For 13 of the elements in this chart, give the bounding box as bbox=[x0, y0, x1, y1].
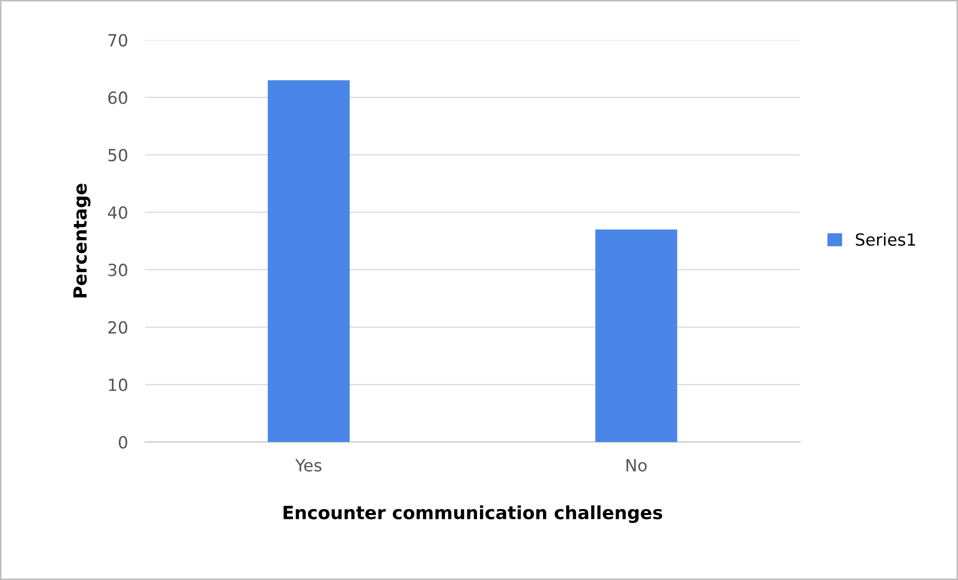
y-tick-label: 20 bbox=[108, 321, 128, 334]
x-tick-label: No bbox=[626, 459, 647, 472]
y-tick-label: 60 bbox=[108, 91, 128, 104]
y-tick-label: 70 bbox=[108, 34, 128, 47]
y-tick-label: 40 bbox=[108, 206, 128, 219]
y-tick-label: 10 bbox=[108, 378, 128, 392]
legend-label: Series1 bbox=[856, 232, 916, 246]
y-tick-label: 50 bbox=[108, 148, 128, 162]
y-tick-label: 30 bbox=[108, 264, 128, 276]
x-axis-title: Encounter communication challenges bbox=[284, 505, 662, 523]
y-tick-label: 0 bbox=[118, 436, 128, 449]
x-tick-label: Yes bbox=[295, 459, 322, 472]
y-axis-title: Percentage bbox=[73, 184, 90, 298]
